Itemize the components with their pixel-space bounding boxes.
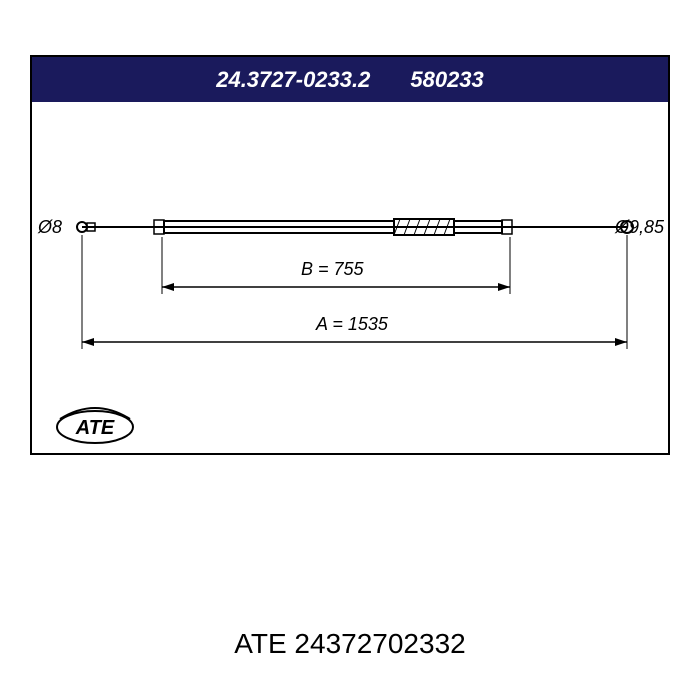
svg-text:ATE: ATE — [75, 417, 115, 439]
dimension-a-label: A = 1535 — [312, 314, 392, 335]
drawing-header: 24.3727-0233.2 580233 — [32, 57, 668, 102]
ate-logo: ATE — [50, 399, 140, 449]
container: 24.3727-0233.2 580233 Ø8 Ø9,85 — [0, 0, 700, 700]
technical-drawing: 24.3727-0233.2 580233 Ø8 Ø9,85 — [30, 55, 670, 455]
part-number-secondary: 580233 — [410, 67, 483, 93]
part-number-primary: 24.3727-0233.2 — [216, 67, 370, 93]
dimension-b-label: B = 755 — [297, 259, 368, 280]
diagram-body: Ø8 Ø9,85 — [32, 102, 668, 457]
product-caption: ATE 24372702332 — [0, 628, 700, 660]
